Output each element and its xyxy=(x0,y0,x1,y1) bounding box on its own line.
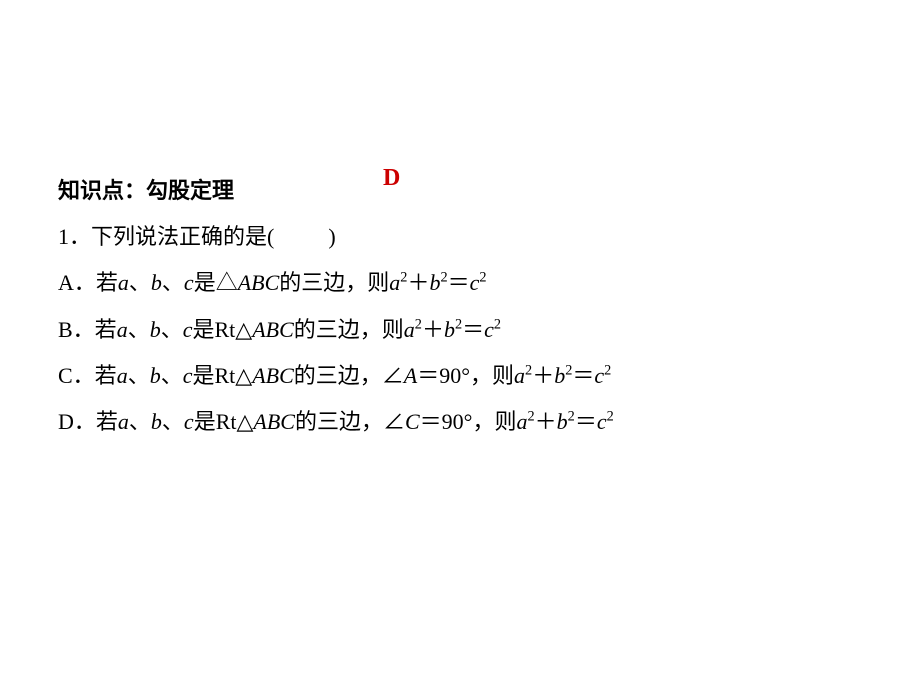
optA-b: b xyxy=(151,270,162,295)
document-content: D 知识点：勾股定理 1．下列说法正确的是() A．若a、b、c是△ABC的三边… xyxy=(58,168,858,445)
optD-ang: C xyxy=(405,409,420,434)
optB-abc: ABC xyxy=(252,317,294,342)
question-1-stem: 1．下列说法正确的是() xyxy=(58,214,858,260)
optD-sep1: 、 xyxy=(129,409,151,434)
optA-p2: 是△ xyxy=(194,270,238,295)
optA-sq3: 2 xyxy=(479,270,486,286)
optB-sep2: 、 xyxy=(161,317,183,342)
optC-p1: C．若 xyxy=(58,363,117,388)
option-b: B．若a、b、c是Rt△ABC的三边，则a2＋b2＝c2 xyxy=(58,307,858,353)
optD-c: c xyxy=(184,409,194,434)
optC-eqc: c xyxy=(594,363,604,388)
optC-sep1: 、 xyxy=(128,363,150,388)
optB-plus: ＋ xyxy=(422,317,444,342)
optC-eqb: b xyxy=(554,363,565,388)
option-a: A．若a、b、c是△ABC的三边，则a2＋b2＝c2 xyxy=(58,260,858,306)
optC-plus: ＋ xyxy=(532,363,554,388)
optB-a: a xyxy=(117,317,128,342)
optD-sq2: 2 xyxy=(568,409,575,425)
optD-p3: 的三边，∠ xyxy=(295,409,405,434)
knowledge-point-heading: 知识点：勾股定理 xyxy=(58,168,858,214)
optB-p3: 的三边，则 xyxy=(294,317,404,342)
optB-sq3: 2 xyxy=(494,316,501,332)
optA-a: a xyxy=(118,270,129,295)
optA-plus: ＋ xyxy=(407,270,429,295)
optC-b: b xyxy=(150,363,161,388)
optC-p3: 的三边，∠ xyxy=(294,363,404,388)
optA-abc: ABC xyxy=(238,270,280,295)
optA-sep2: 、 xyxy=(162,270,184,295)
optB-b: b xyxy=(150,317,161,342)
optD-a: a xyxy=(118,409,129,434)
optB-sq1: 2 xyxy=(415,316,422,332)
optD-sq1: 2 xyxy=(527,409,534,425)
optD-p2: 是Rt△ xyxy=(194,409,254,434)
optD-eqa: a xyxy=(516,409,527,434)
option-d: D．若a、b、c是Rt△ABC的三边，∠C＝90°，则a2＋b2＝c2 xyxy=(58,399,858,445)
optC-a: a xyxy=(117,363,128,388)
optD-eqb: b xyxy=(557,409,568,434)
optC-p2: 是Rt△ xyxy=(192,363,252,388)
optB-sep1: 、 xyxy=(128,317,150,342)
optD-sq3: 2 xyxy=(607,409,614,425)
optA-eqc: c xyxy=(470,270,480,295)
optD-eqc: c xyxy=(597,409,607,434)
optA-eqa: a xyxy=(389,270,400,295)
optC-abc: ABC xyxy=(252,363,294,388)
optA-p3: 的三边，则 xyxy=(279,270,389,295)
optB-p1: B．若 xyxy=(58,317,117,342)
optD-sep2: 、 xyxy=(162,409,184,434)
optD-p4: ＝90°，则 xyxy=(420,409,517,434)
optC-ang: A xyxy=(404,363,417,388)
optD-b: b xyxy=(151,409,162,434)
optC-sep2: 、 xyxy=(161,363,183,388)
optD-p1: D．若 xyxy=(58,409,118,434)
optB-eq: ＝ xyxy=(462,317,484,342)
optC-eqa: a xyxy=(514,363,525,388)
optA-eq: ＝ xyxy=(448,270,470,295)
optA-sq2: 2 xyxy=(440,270,447,286)
optB-eqb: b xyxy=(444,317,455,342)
optC-eq: ＝ xyxy=(572,363,594,388)
q1-prefix: 1．下列说法正确的是( xyxy=(58,224,274,249)
optA-sep1: 、 xyxy=(129,270,151,295)
optD-abc: ABC xyxy=(253,409,295,434)
optB-eqc: c xyxy=(484,317,494,342)
optA-eqb: b xyxy=(429,270,440,295)
optB-p2: 是Rt△ xyxy=(192,317,252,342)
option-c: C．若a、b、c是Rt△ABC的三边，∠A＝90°，则a2＋b2＝c2 xyxy=(58,353,858,399)
answer-mark: D xyxy=(383,165,400,192)
optA-c: c xyxy=(184,270,194,295)
optC-p4: ＝90°，则 xyxy=(417,363,514,388)
optA-p1: A．若 xyxy=(58,270,118,295)
optD-eq: ＝ xyxy=(575,409,597,434)
optC-sq3: 2 xyxy=(604,362,611,378)
optB-eqa: a xyxy=(404,317,415,342)
optD-plus: ＋ xyxy=(535,409,557,434)
q1-suffix: ) xyxy=(328,224,335,249)
